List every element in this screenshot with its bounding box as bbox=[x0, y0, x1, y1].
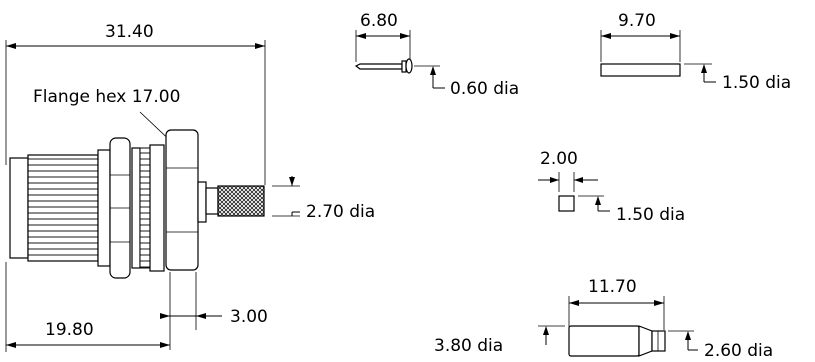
small-part: 2.00 1.50 dia bbox=[538, 149, 685, 225]
pin-diameter-dimension: 2.70 dia bbox=[272, 176, 375, 222]
body-length-dimension: 19.80 bbox=[5, 262, 170, 352]
flange-hex-label: Flange hex 17.00 bbox=[33, 87, 180, 107]
sleeve-length-label: 9.70 bbox=[618, 11, 656, 31]
mounting-nuts bbox=[109, 137, 165, 279]
flange-thickness-dimension: 3.00 bbox=[169, 272, 268, 350]
knurled-pin bbox=[205, 185, 265, 217]
flange-hex bbox=[165, 129, 207, 271]
flange-thickness-label: 3.00 bbox=[230, 307, 268, 327]
overall-length-dimension: 31.40 bbox=[5, 22, 266, 185]
sleeve-diameter-label: 1.50 dia bbox=[722, 73, 791, 93]
body-length-label: 19.80 bbox=[45, 320, 94, 340]
ferrule-shape bbox=[568, 325, 666, 357]
main-connector: 31.40 Flange hex 17.00 bbox=[5, 22, 375, 352]
ferrule-large-diameter-label: 3.80 dia bbox=[434, 336, 503, 356]
threaded-body bbox=[9, 149, 111, 267]
ferrule-length-label: 11.70 bbox=[588, 277, 637, 297]
small-part-diameter-label: 1.50 dia bbox=[616, 205, 685, 225]
sleeve-part: 9.70 1.50 dia bbox=[600, 11, 791, 93]
pin-diameter-label-small: 0.60 dia bbox=[450, 79, 519, 99]
pin-length-label: 6.80 bbox=[360, 11, 398, 31]
ferrule-part: 11.70 3.80 dia 2.60 dia bbox=[434, 277, 773, 361]
ferrule-small-diameter-label: 2.60 dia bbox=[704, 341, 773, 361]
small-part-length-label: 2.00 bbox=[540, 149, 578, 169]
sleeve-shape bbox=[600, 63, 681, 77]
overall-length-label: 31.40 bbox=[105, 22, 154, 42]
pin-diameter-label: 2.70 dia bbox=[306, 202, 375, 222]
pin-part: 6.80 0.60 dia bbox=[354, 11, 519, 99]
small-part-shape bbox=[558, 195, 575, 212]
